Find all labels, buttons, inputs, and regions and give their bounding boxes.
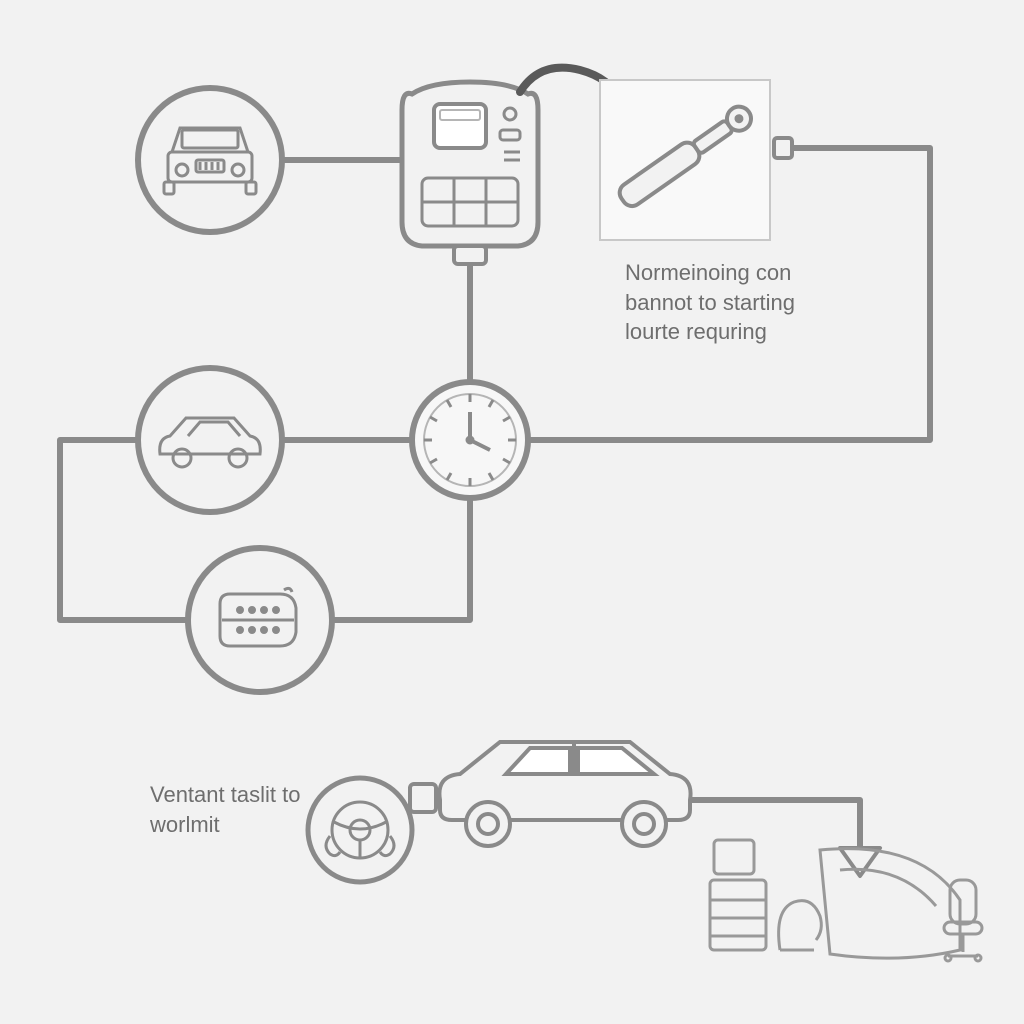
node-probe [600, 80, 792, 240]
node-car-bottom [410, 742, 691, 846]
caption-left: Ventant taslit to worlmit [150, 780, 320, 839]
node-car-side [138, 368, 282, 512]
node-plug [188, 548, 332, 692]
caption-right: Normeinoing con bannot to starting lourt… [625, 258, 855, 347]
node-clock [412, 382, 528, 498]
node-steering [308, 778, 412, 882]
node-car-front [138, 88, 282, 232]
